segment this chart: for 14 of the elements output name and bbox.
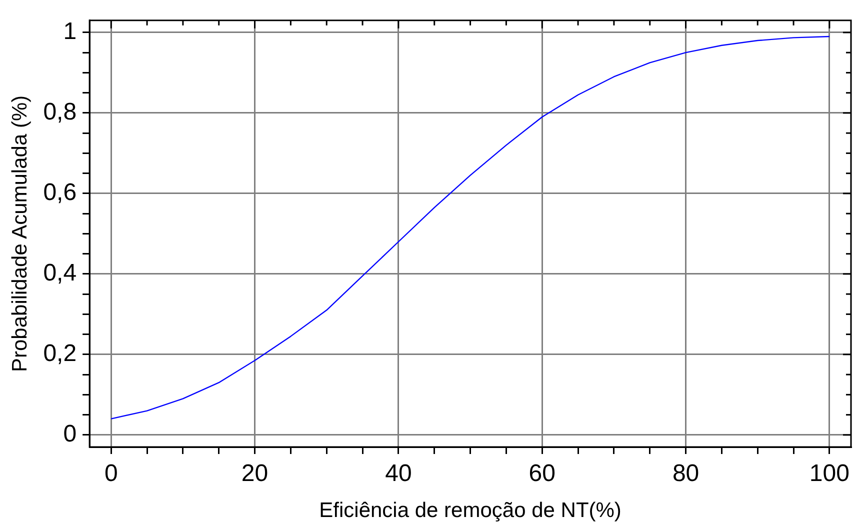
x-tick-label: 0 — [104, 460, 118, 488]
y-tick-label: 1 — [63, 18, 77, 46]
y-tick-label: 0,4 — [43, 260, 77, 287]
y-tick-label: 0,8 — [43, 98, 77, 126]
y-tick-label: 0 — [63, 420, 77, 448]
x-tick-label: 60 — [528, 460, 556, 488]
x-axis-title: Eficiência de remoção de NT(%) — [319, 499, 622, 522]
x-tick-label: 80 — [672, 460, 700, 488]
x-tick-label: 20 — [241, 460, 268, 488]
y-tick-label: 0,6 — [43, 179, 77, 206]
x-tick-label: 100 — [809, 460, 850, 488]
x-tick-label: 40 — [385, 460, 412, 488]
y-tick-label: 0,2 — [43, 340, 77, 368]
y-axis-title: Probabilidade Acumulada (%) — [8, 95, 32, 372]
